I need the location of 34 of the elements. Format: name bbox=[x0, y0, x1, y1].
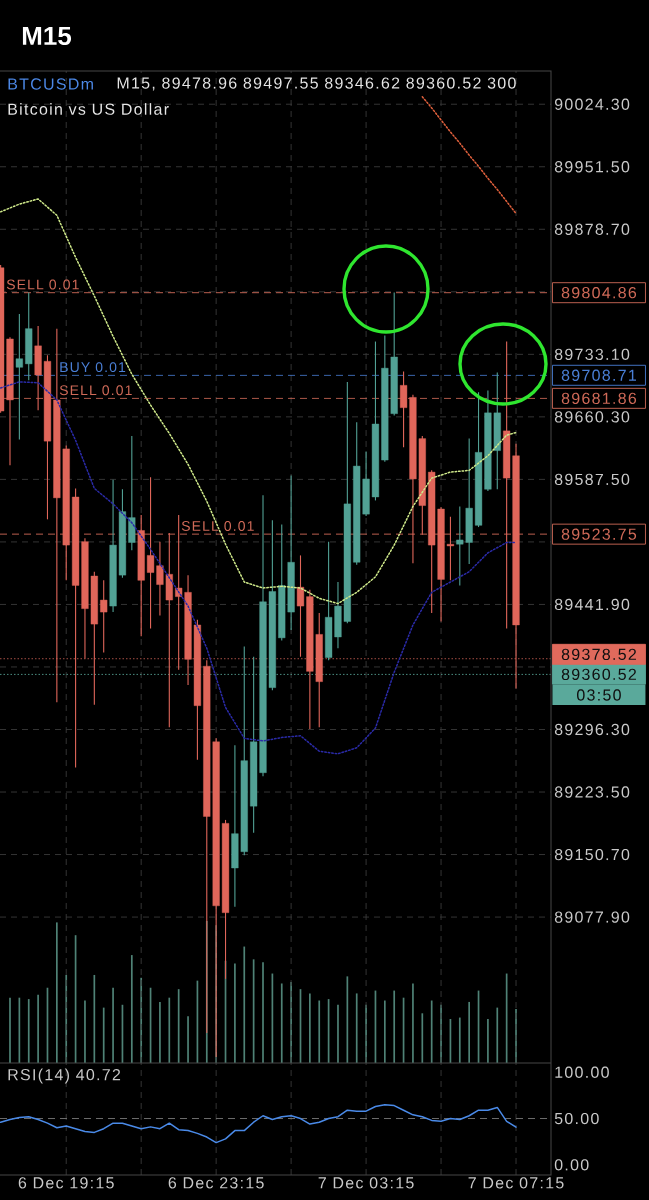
text: Bitcoin vs US Dollar bbox=[8, 103, 169, 115]
text: 89708.71 bbox=[561, 369, 636, 381]
y-tick-label: 50.00 bbox=[554, 1112, 599, 1125]
y-tick-label: 89878.70 bbox=[554, 223, 630, 235]
text: 89523.75 bbox=[561, 528, 637, 540]
text: 89360.52 bbox=[561, 668, 636, 680]
ref-line-label: SELL 0.01 bbox=[6, 279, 79, 290]
y-tick-label: 89733.10 bbox=[554, 348, 630, 360]
ref-line-label: SELL 0.01 bbox=[59, 385, 132, 396]
y-tick-label: 89296.30 bbox=[554, 723, 630, 736]
y-tick-label: 0.00 bbox=[554, 1159, 589, 1171]
x-tick-label: 7 Dec 07:15 bbox=[468, 1177, 564, 1189]
annotation: M15, 89478.96 89497.55 89346.62 89360.52 300 bbox=[117, 77, 516, 91]
y-tick-label: 89150.70 bbox=[554, 848, 630, 861]
ref-line-label: SELL 0.01 bbox=[181, 521, 254, 531]
x-tick-label: 6 Dec 19:15 bbox=[18, 1177, 114, 1189]
text: 89804.86 bbox=[561, 287, 637, 299]
text: 89378.52 bbox=[561, 648, 636, 660]
x-tick-label: 6 Dec 23:15 bbox=[168, 1177, 264, 1189]
chart-title: RSI(14) 40.72 bbox=[8, 1068, 121, 1084]
text: M15 bbox=[22, 26, 72, 46]
y-tick-label: 89660.30 bbox=[554, 411, 630, 423]
y-tick-label: 89077.90 bbox=[554, 911, 630, 923]
y-tick-label: 89223.50 bbox=[554, 786, 630, 798]
y-tick-label: 100.00 bbox=[555, 1066, 609, 1078]
y-tick-label: 90024.30 bbox=[554, 98, 630, 110]
ref-line-label: BUY 0.01 bbox=[60, 362, 126, 373]
chart-title: BTCUSDm bbox=[8, 78, 93, 90]
text: 03:50 bbox=[577, 689, 621, 701]
x-tick-label: 7 Dec 03:15 bbox=[318, 1177, 414, 1189]
y-tick-label: 89951.50 bbox=[554, 161, 630, 173]
text: 89681.86 bbox=[561, 392, 637, 405]
y-tick-label: 89587.50 bbox=[554, 473, 630, 486]
y-tick-label: 89441.90 bbox=[554, 598, 630, 611]
